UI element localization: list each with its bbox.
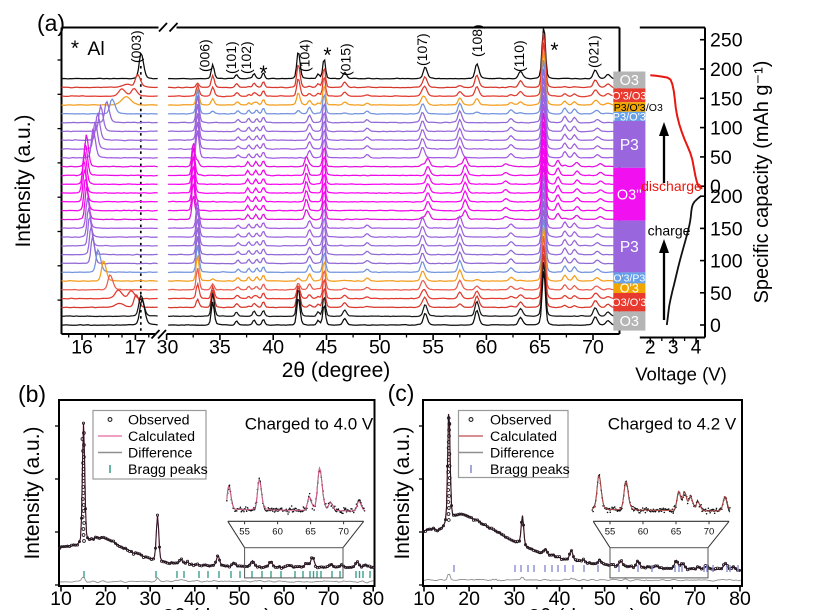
- svg-text:70: 70: [318, 588, 340, 610]
- svg-text:O3'': O3'': [617, 187, 642, 203]
- svg-text:/O3: /O3: [646, 102, 663, 114]
- svg-text:60: 60: [273, 588, 295, 610]
- svg-text:80: 80: [362, 588, 384, 610]
- svg-text:70: 70: [684, 588, 706, 610]
- svg-text:P3/O'3: P3/O'3: [614, 102, 646, 114]
- svg-text:30: 30: [139, 588, 161, 610]
- svg-text:60: 60: [638, 527, 649, 538]
- svg-text:200: 200: [710, 59, 743, 81]
- svg-text:30: 30: [157, 337, 179, 359]
- svg-text:charge: charge: [648, 223, 691, 239]
- svg-text:Difference: Difference: [490, 446, 555, 462]
- svg-text:Charged to 4.2 V: Charged to 4.2 V: [608, 415, 737, 434]
- svg-text:2: 2: [645, 338, 656, 359]
- svg-text:250: 250: [710, 30, 743, 52]
- svg-text:(021): (021): [586, 35, 602, 68]
- svg-text:Observed: Observed: [490, 413, 552, 429]
- svg-text:(104): (104): [297, 39, 313, 72]
- svg-text:35: 35: [209, 337, 231, 359]
- svg-text:discharge: discharge: [641, 178, 702, 194]
- svg-text:70: 70: [582, 337, 604, 359]
- svg-text:Bragg peaks: Bragg peaks: [490, 462, 570, 478]
- svg-text:65: 65: [305, 527, 316, 538]
- svg-text:(015): (015): [338, 43, 354, 76]
- svg-text:(108): (108): [469, 24, 485, 57]
- svg-text:Charged to 4.0 V: Charged to 4.0 V: [245, 415, 374, 434]
- svg-text:20: 20: [95, 588, 117, 610]
- svg-text:40: 40: [549, 588, 571, 610]
- svg-text:Observed: Observed: [128, 413, 190, 429]
- svg-text:*: *: [550, 39, 558, 62]
- svg-text:200: 200: [710, 186, 743, 208]
- svg-text:2θ (degree): 2θ (degree): [528, 606, 637, 611]
- svg-text:50: 50: [594, 588, 616, 610]
- svg-text:70: 70: [338, 527, 349, 538]
- svg-text:150: 150: [710, 88, 743, 110]
- svg-text:Calculated: Calculated: [490, 429, 557, 445]
- svg-text:55: 55: [239, 527, 250, 538]
- svg-text:O3: O3: [620, 314, 639, 330]
- svg-text:(c): (c): [388, 380, 415, 406]
- svg-text:55: 55: [605, 527, 616, 538]
- svg-text:(107): (107): [414, 33, 430, 66]
- svg-text:Voltage (V): Voltage (V): [635, 364, 727, 385]
- svg-text:2θ (degree): 2θ (degree): [163, 606, 272, 611]
- svg-text:0: 0: [710, 176, 721, 198]
- svg-text:65: 65: [671, 527, 682, 538]
- svg-text:*: *: [71, 37, 79, 60]
- svg-text:Al: Al: [87, 38, 104, 60]
- svg-text:O'3/P3: O'3/P3: [613, 273, 645, 285]
- svg-text:Difference: Difference: [128, 446, 193, 462]
- svg-text:16: 16: [71, 337, 93, 359]
- svg-text:0: 0: [710, 315, 721, 337]
- svg-text:O3: O3: [620, 73, 639, 89]
- svg-text:17: 17: [125, 337, 147, 359]
- svg-text:Intensity (a.u.): Intensity (a.u.): [391, 426, 414, 559]
- svg-text:(a): (a): [37, 10, 65, 36]
- svg-text:(b): (b): [18, 381, 46, 407]
- svg-text:50: 50: [229, 588, 251, 610]
- svg-text:(102): (102): [238, 41, 254, 74]
- svg-text:P3: P3: [620, 239, 639, 256]
- svg-text:*: *: [323, 44, 331, 67]
- svg-text:60: 60: [272, 527, 283, 538]
- svg-text:50: 50: [369, 337, 391, 359]
- svg-text:(110): (110): [511, 40, 527, 72]
- svg-text:*: *: [259, 62, 267, 85]
- svg-text:65: 65: [529, 337, 551, 359]
- svg-text:50: 50: [710, 147, 732, 169]
- svg-text:Intensity (a.u.): Intensity (a.u.): [12, 114, 35, 247]
- svg-text:40: 40: [262, 337, 284, 359]
- svg-text:4: 4: [691, 338, 702, 359]
- svg-text:Intensity (a.u.): Intensity (a.u.): [21, 426, 44, 559]
- svg-text:30: 30: [503, 588, 525, 610]
- svg-text:(003): (003): [128, 30, 144, 63]
- svg-text:2θ (degree): 2θ (degree): [282, 359, 391, 382]
- svg-text:80: 80: [729, 588, 751, 610]
- svg-text:100: 100: [710, 251, 743, 273]
- svg-text:10: 10: [50, 588, 72, 610]
- svg-text:O'3/O3: O'3/O3: [612, 90, 647, 102]
- svg-text:60: 60: [639, 588, 661, 610]
- svg-text:O3/O'3: O3/O'3: [612, 297, 647, 309]
- svg-text:3: 3: [668, 338, 679, 359]
- svg-text:10: 10: [413, 588, 435, 610]
- svg-text:Calculated: Calculated: [128, 429, 195, 445]
- svg-text:150: 150: [710, 218, 743, 240]
- svg-text:70: 70: [704, 527, 715, 538]
- svg-text:O'3: O'3: [620, 282, 639, 296]
- svg-text:P3: P3: [620, 137, 639, 154]
- svg-text:(006): (006): [197, 39, 213, 72]
- svg-text:60: 60: [476, 337, 498, 359]
- svg-text:100: 100: [710, 118, 743, 140]
- svg-text:45: 45: [316, 337, 338, 359]
- svg-text:50: 50: [710, 283, 732, 305]
- svg-text:55: 55: [422, 337, 444, 359]
- svg-text:Bragg peaks: Bragg peaks: [128, 462, 208, 478]
- svg-text:40: 40: [184, 588, 206, 610]
- svg-text:20: 20: [458, 588, 480, 610]
- svg-text:P3/O'3: P3/O'3: [613, 111, 646, 123]
- svg-text:Specific capacity (mAh g⁻¹): Specific capacity (mAh g⁻¹): [751, 61, 773, 304]
- svg-text:(101): (101): [223, 41, 239, 74]
